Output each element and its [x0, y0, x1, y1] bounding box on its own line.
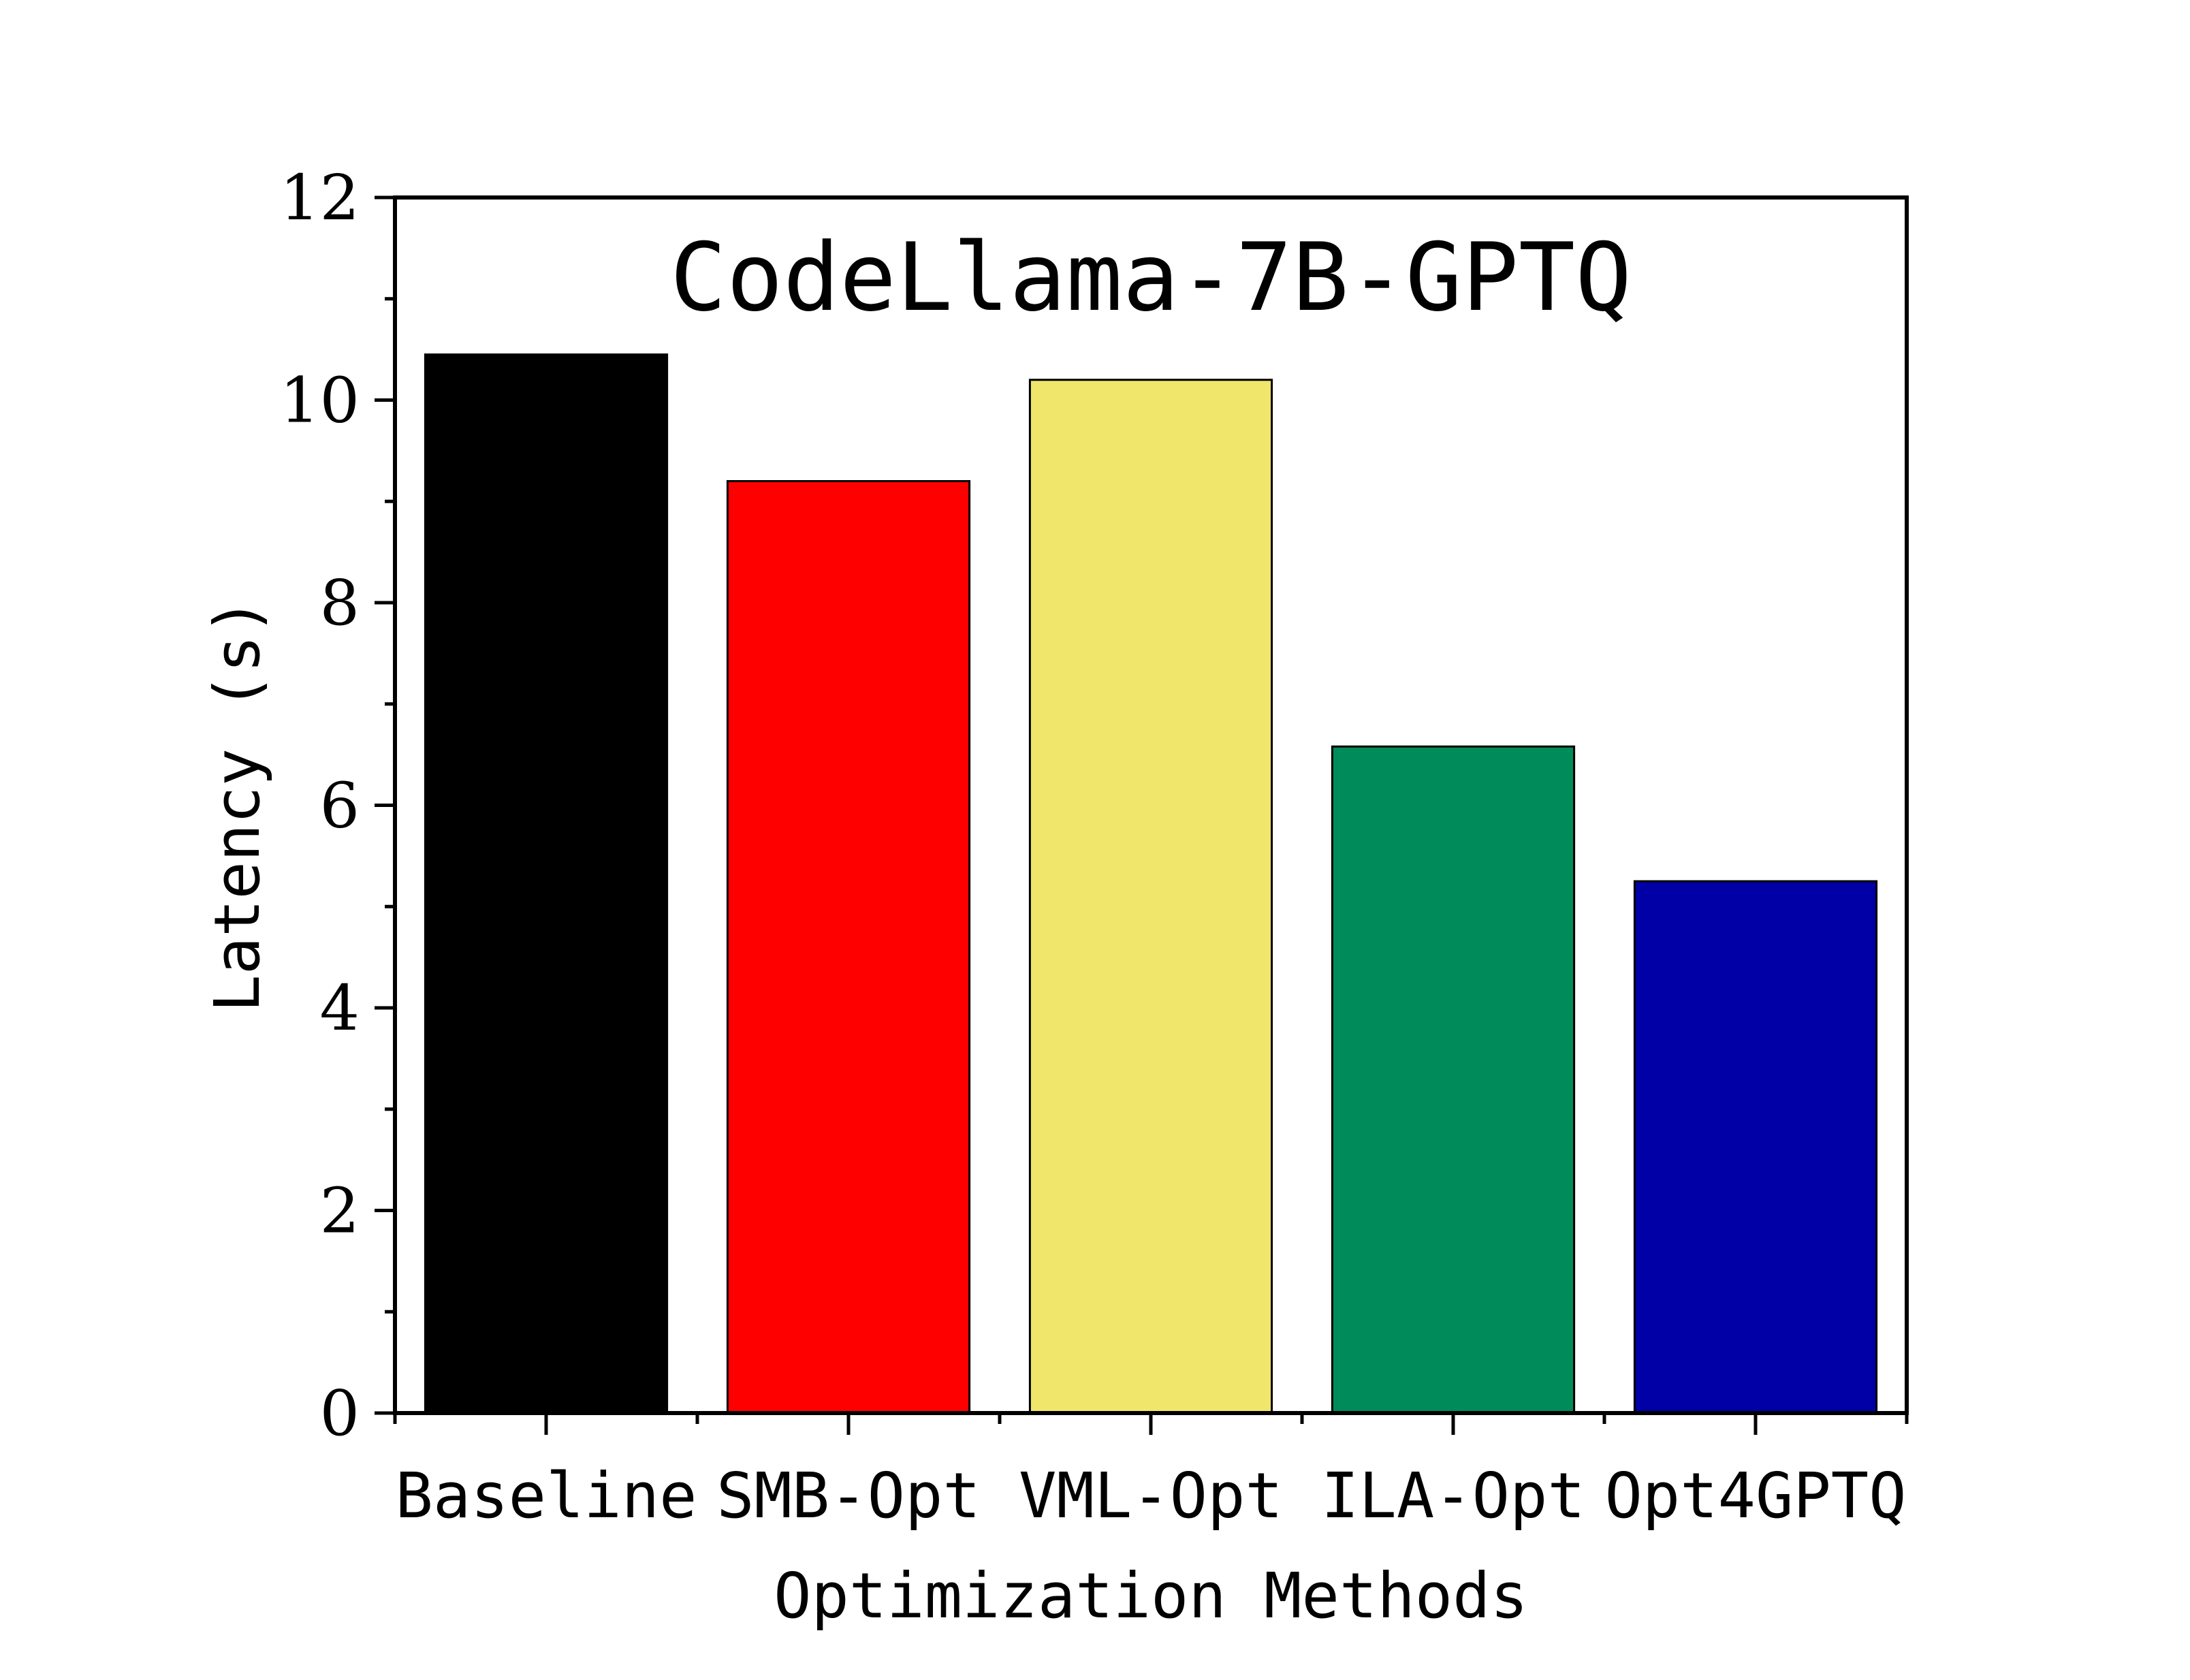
y-tick-label: 4 — [319, 972, 360, 1045]
chart-title: CodeLlama-7B-GPTQ — [670, 223, 1632, 332]
bar-baseline — [424, 353, 669, 1414]
x-tick-label: SMB-Opt — [716, 1459, 981, 1532]
x-tick-label: Baseline — [395, 1459, 697, 1532]
x-axis-title: Optimization Methods — [774, 1559, 1528, 1632]
x-axis: Baseline SMB-Opt VML-Opt ILA-Opt Opt4GPTQ — [393, 1413, 1909, 1532]
bar-ila-opt — [1331, 745, 1576, 1414]
bars-group — [424, 353, 1878, 1414]
bar-smb-opt — [726, 480, 971, 1414]
y-tick-label: 6 — [319, 770, 360, 842]
y-tick-label: 2 — [319, 1175, 360, 1248]
bar-opt4gptq — [1633, 880, 1878, 1414]
y-tick-label: 10 — [280, 364, 360, 437]
x-tick-label: ILA-Opt — [1321, 1459, 1585, 1532]
y-tick-label: 12 — [280, 161, 360, 234]
y-axis-title: Latency (s) — [201, 597, 274, 1012]
bar-vml-opt — [1028, 379, 1273, 1414]
x-tick-label: VML-Opt — [1019, 1459, 1283, 1532]
y-tick-label: 0 — [319, 1377, 360, 1450]
y-tick-label: 8 — [319, 567, 360, 639]
x-tick-label: Opt4GPTQ — [1604, 1459, 1906, 1532]
y-axis: 0 2 4 6 8 10 12 — [280, 161, 395, 1450]
